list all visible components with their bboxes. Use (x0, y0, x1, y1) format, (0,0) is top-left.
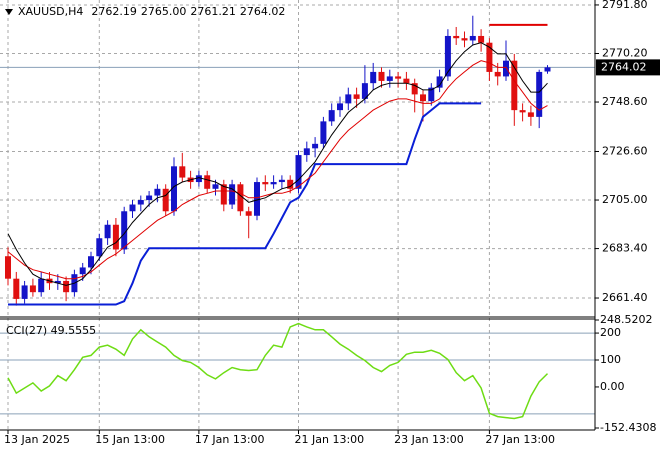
candle-body (320, 121, 327, 144)
candle-body (254, 182, 260, 216)
candle-body (469, 35, 476, 41)
candle-body (527, 112, 534, 117)
candle-body (129, 204, 136, 212)
candle-body (13, 278, 20, 299)
candle-body (79, 267, 86, 275)
candle-body (403, 78, 410, 84)
candle-body (303, 148, 310, 156)
candle-body (5, 256, 11, 279)
y-tick-label: 100 (600, 353, 621, 366)
y-tick-label: 2748.60 (602, 95, 648, 108)
candle-body (420, 94, 426, 102)
y-tick-label: 2683.40 (602, 242, 648, 255)
candle-body (337, 103, 343, 111)
x-tick-label: 21 Jan 13:00 (295, 433, 365, 446)
x-tick-label: 15 Jan 13:00 (95, 433, 165, 446)
x-tick-label: 27 Jan 13:00 (485, 433, 555, 446)
candle-body (361, 83, 368, 99)
candle-body (171, 166, 177, 212)
y-tick-label: 0.00 (600, 380, 625, 393)
candle-body (519, 110, 526, 113)
candle-body (262, 182, 269, 185)
candle-body (245, 211, 252, 216)
candle-body (179, 166, 186, 178)
current-price-label: 2764.02 (601, 60, 647, 73)
candle-body (212, 184, 219, 189)
candle-body (295, 155, 302, 189)
candle-body (494, 71, 501, 77)
candle-body (536, 71, 543, 117)
y-tick-label: -152.4308 (600, 421, 656, 434)
candle-body (370, 71, 377, 84)
candle-body (88, 256, 94, 268)
symbol: XAUUSD,H4 (18, 5, 83, 18)
candle-body (38, 278, 45, 293)
candle-body (386, 76, 393, 81)
x-tick-label: 23 Jan 13:00 (394, 433, 464, 446)
candle-body (104, 224, 111, 239)
y-tick-label: 2791.80 (602, 0, 648, 11)
collapse-icon[interactable] (5, 9, 13, 15)
candle-body (112, 224, 119, 250)
candle-body (146, 195, 153, 201)
ohlc-value: 2765.00 (141, 5, 187, 18)
candle-body (353, 94, 360, 99)
indicator-line (7, 60, 548, 280)
candle-body (503, 60, 509, 77)
y-tick-label: 2661.40 (602, 291, 648, 304)
ohlc-value: 2762.19 (91, 5, 137, 18)
candle-body (461, 38, 468, 41)
y-tick-label: 248.5202 (600, 313, 653, 326)
indicator-line (8, 102, 482, 306)
candle-body (229, 184, 236, 205)
y-tick-label: 2705.00 (602, 193, 648, 206)
candle-body (378, 71, 385, 81)
candle-body (29, 285, 36, 293)
candle-body (137, 200, 144, 205)
y-tick-label: 200 (600, 326, 621, 339)
candle-body (63, 280, 70, 293)
candle-body (21, 285, 28, 299)
ohlc-value: 2764.02 (240, 5, 286, 18)
candle-body (278, 179, 285, 183)
candle-body (395, 76, 402, 79)
y-tick-label: 2726.60 (602, 144, 648, 157)
candle-body (154, 188, 161, 196)
x-tick-label: 13 Jan 2025 (4, 433, 70, 446)
indicator-line (7, 42, 548, 286)
candle-body (511, 60, 518, 111)
candle-body (444, 35, 451, 77)
candle-body (312, 143, 319, 149)
candle-body (162, 188, 169, 212)
candle-body (204, 175, 211, 189)
indicator-title: CCI(27) 49.5555 (6, 324, 96, 337)
candle-body (544, 67, 551, 72)
ohlc-value: 2761.21 (190, 5, 236, 18)
candle-body (428, 87, 435, 102)
candle-body (195, 175, 202, 183)
candle-body (478, 35, 485, 43)
candle-body (287, 179, 294, 189)
candle-body (345, 94, 352, 104)
candle-body (453, 35, 460, 39)
candle-body (121, 211, 128, 250)
candle-body (436, 76, 443, 88)
candle-body (54, 280, 61, 284)
candle-body (270, 182, 277, 185)
candle-body (411, 83, 418, 95)
y-tick-label: 2770.20 (602, 46, 648, 59)
candle-body (96, 238, 103, 257)
indicator-line (7, 322, 549, 420)
chart-header: XAUUSD,H4 2762.19 2765.00 2761.21 2764.02 (18, 5, 285, 18)
price-tag (596, 59, 660, 76)
x-tick-label: 17 Jan 13:00 (195, 433, 265, 446)
candle-body (237, 184, 244, 212)
candle-body (328, 110, 335, 122)
candle-body (486, 42, 493, 72)
candle-body (220, 184, 227, 205)
